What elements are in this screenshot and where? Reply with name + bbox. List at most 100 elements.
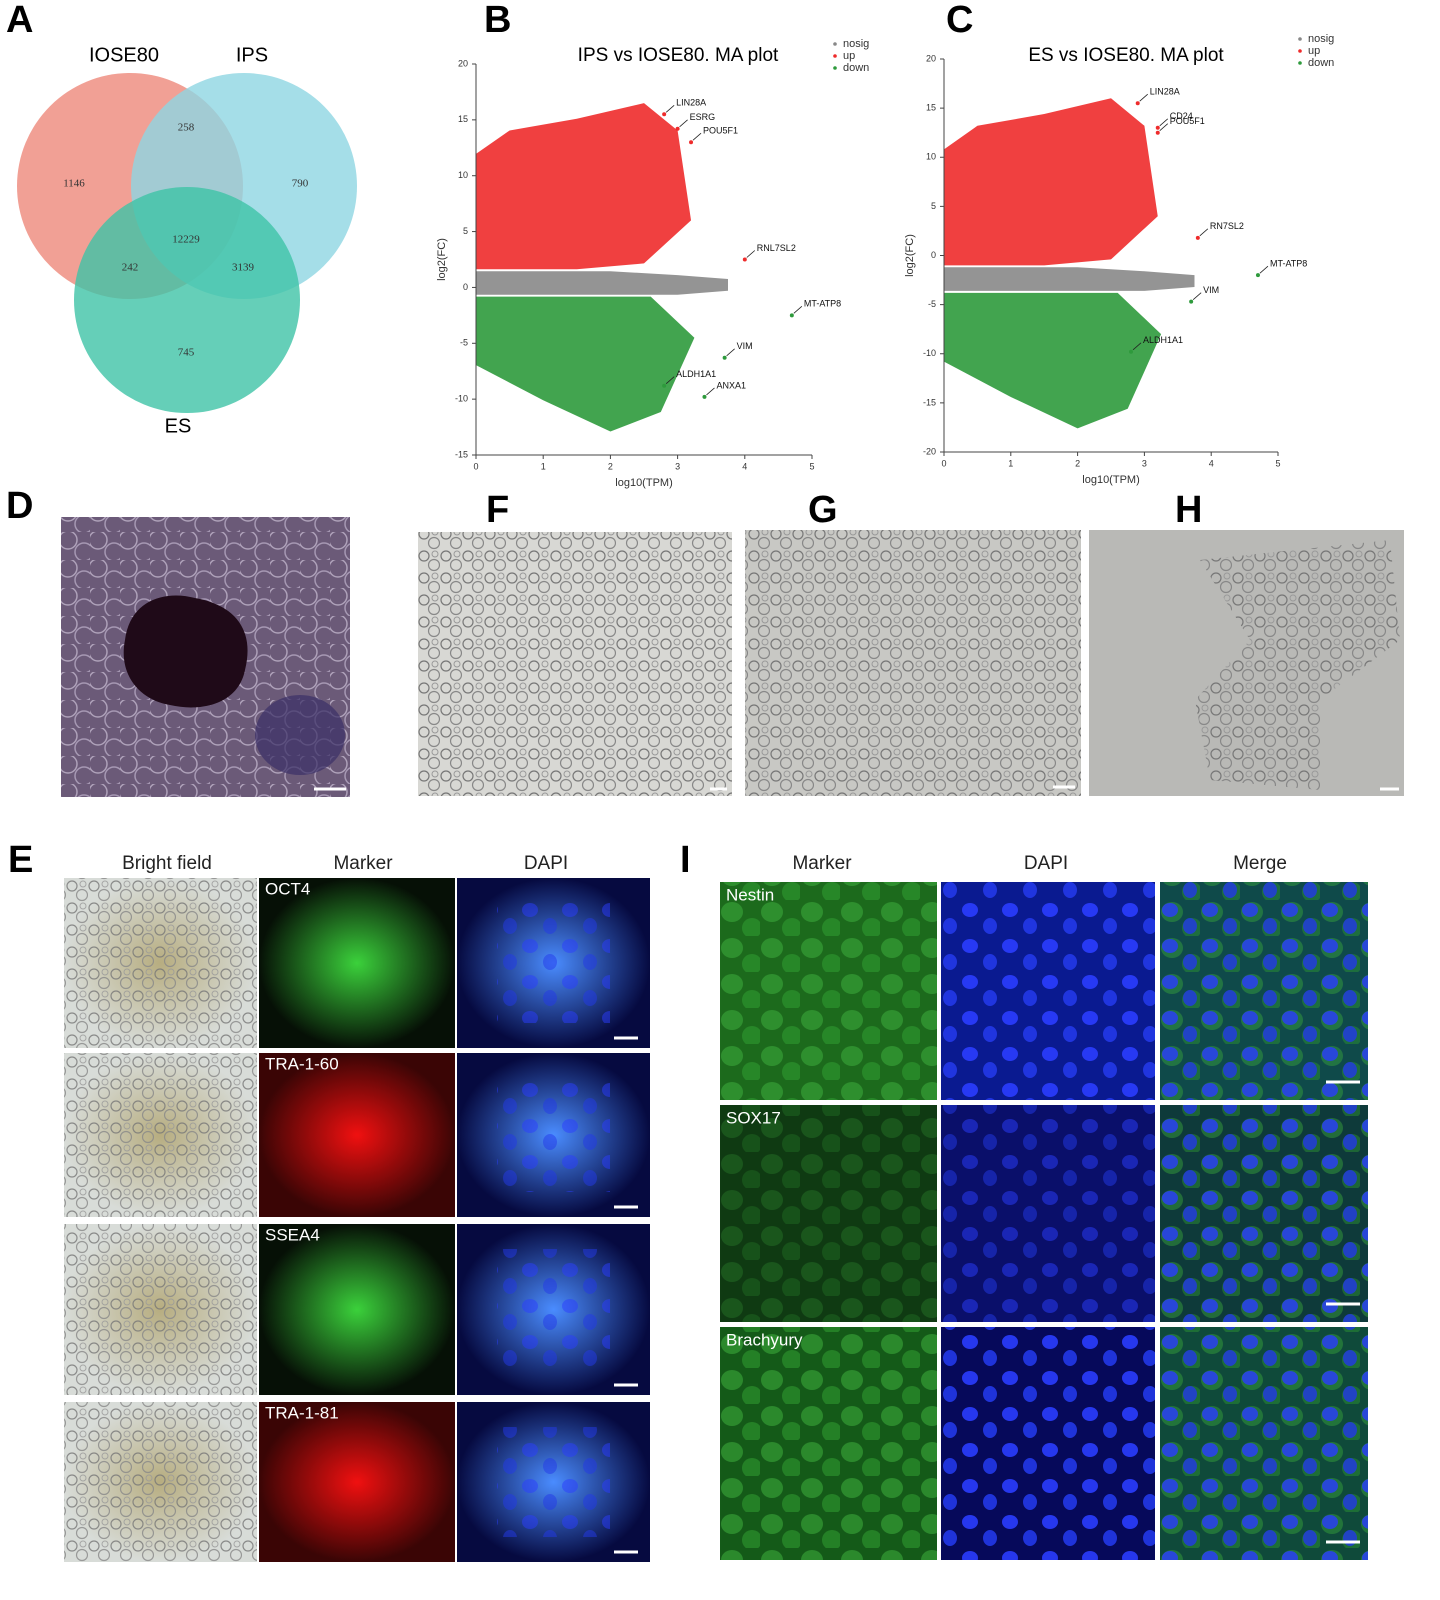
image-f	[418, 532, 732, 796]
y-tick-label: 15	[926, 103, 936, 113]
column-header: Merge	[1233, 853, 1287, 874]
venn-count: 745	[178, 347, 195, 359]
marker-texture	[720, 1105, 937, 1322]
y-tick-label: 5	[463, 226, 468, 236]
image-h	[1089, 530, 1404, 796]
gene-leader	[1199, 228, 1209, 237]
venn-count: 242	[122, 262, 139, 274]
gene-leader	[1139, 93, 1148, 102]
dapi-texture	[497, 1249, 610, 1370]
legend-label: down	[1308, 57, 1334, 69]
marker-image	[259, 1224, 455, 1395]
legend-label: nosig	[843, 38, 869, 50]
cell-cluster	[1195, 540, 1400, 790]
gene-point	[1155, 130, 1160, 135]
x-tick-label: 2	[608, 461, 613, 471]
venn-count: 258	[178, 122, 195, 134]
x-axis-label: log10(TPM)	[615, 477, 672, 489]
y-tick-label: 20	[926, 53, 936, 63]
gene-label: ALDH1A1	[1143, 335, 1183, 345]
gene-label: RNL7SL2	[757, 243, 796, 253]
marker-image	[259, 1402, 455, 1562]
gene-label: POU5F1	[703, 126, 738, 136]
marker-image	[259, 1053, 455, 1217]
gene-leader	[1259, 265, 1269, 274]
micrograph-texture	[745, 530, 1081, 796]
panel-label: F	[486, 489, 509, 531]
gene-label: MT-ATP8	[1270, 259, 1307, 269]
marker-label: Brachyury	[726, 1330, 803, 1349]
panel-label: A	[6, 0, 33, 41]
gene-point	[702, 394, 707, 399]
bright-field-texture	[64, 1402, 257, 1562]
gene-leader	[746, 250, 756, 258]
gene-label: CD24	[1170, 111, 1193, 121]
panel-label: D	[6, 485, 33, 527]
x-tick-label: 4	[1209, 458, 1214, 468]
gene-label: POU5F1	[1170, 116, 1205, 126]
gene-label: ANXA1	[716, 380, 746, 390]
y-tick-label: 10	[458, 170, 468, 180]
y-tick-label: -15	[923, 397, 936, 407]
x-tick-label: 5	[1275, 458, 1280, 468]
nosig-cloud	[944, 267, 1195, 291]
legend-swatch	[1298, 61, 1302, 65]
column-header: Bright field	[122, 853, 212, 874]
y-tick-label: -20	[923, 446, 936, 456]
gene-point	[1129, 349, 1134, 354]
panel-label: C	[946, 0, 973, 41]
stain	[255, 695, 345, 775]
dapi-texture	[497, 1427, 610, 1537]
y-tick-label: 10	[926, 152, 936, 162]
y-axis-label: log2(FC)	[904, 234, 916, 277]
y-tick-label: -15	[455, 449, 468, 459]
x-tick-label: 1	[1008, 458, 1013, 468]
image-d	[61, 517, 350, 797]
column-header: Marker	[333, 853, 393, 874]
gene-label: RN7SL2	[1210, 221, 1244, 231]
y-tick-label: 20	[458, 58, 468, 68]
gene-leader	[692, 132, 702, 141]
y-tick-label: 0	[931, 250, 936, 260]
x-tick-label: 0	[941, 458, 946, 468]
gene-label: LIN28A	[676, 98, 706, 108]
marker-label: Nestin	[726, 885, 774, 904]
x-tick-label: 4	[742, 461, 747, 471]
bright-field-texture	[64, 1224, 257, 1395]
y-tick-label: 0	[463, 282, 468, 292]
gene-leader	[793, 306, 803, 314]
marker-image	[259, 878, 455, 1048]
up-cloud	[944, 98, 1158, 266]
panel-label: B	[484, 0, 511, 41]
gene-point	[662, 112, 667, 117]
legend-swatch	[833, 66, 837, 70]
marker-label: TRA-1-60	[265, 1054, 339, 1073]
gene-leader	[1159, 118, 1169, 127]
y-tick-label: -10	[923, 348, 936, 358]
merge-texture-blue	[1160, 1327, 1368, 1560]
nosig-cloud	[476, 271, 728, 295]
y-tick-label: 5	[931, 201, 936, 211]
gene-label: ALDH1A1	[676, 369, 716, 379]
venn-set-label: ES	[165, 415, 192, 437]
marker-texture	[720, 882, 937, 1100]
gene-point	[722, 355, 727, 360]
venn: IOSE80 IPS ES 1146 258 790 12229 242 313…	[17, 44, 357, 437]
colony	[123, 595, 248, 708]
venn-count: 1146	[63, 178, 85, 190]
x-axis-label: log10(TPM)	[1082, 474, 1139, 486]
column-header: Marker	[792, 853, 852, 874]
plot-title: ES vs IOSE80. MA plot	[1028, 45, 1224, 66]
x-tick-label: 3	[675, 461, 680, 471]
gene-label: ESRG	[690, 112, 716, 122]
venn-set-label: IOSE80	[89, 44, 159, 66]
gene-leader	[1132, 342, 1142, 351]
merge-texture-blue	[1160, 1105, 1368, 1322]
y-tick-label: -5	[460, 338, 468, 348]
legend-swatch	[833, 42, 837, 46]
legend-label: nosig	[1308, 33, 1334, 45]
legend-swatch	[1298, 37, 1302, 41]
gene-point	[1189, 299, 1194, 304]
marker-label: SSEA4	[265, 1225, 320, 1244]
